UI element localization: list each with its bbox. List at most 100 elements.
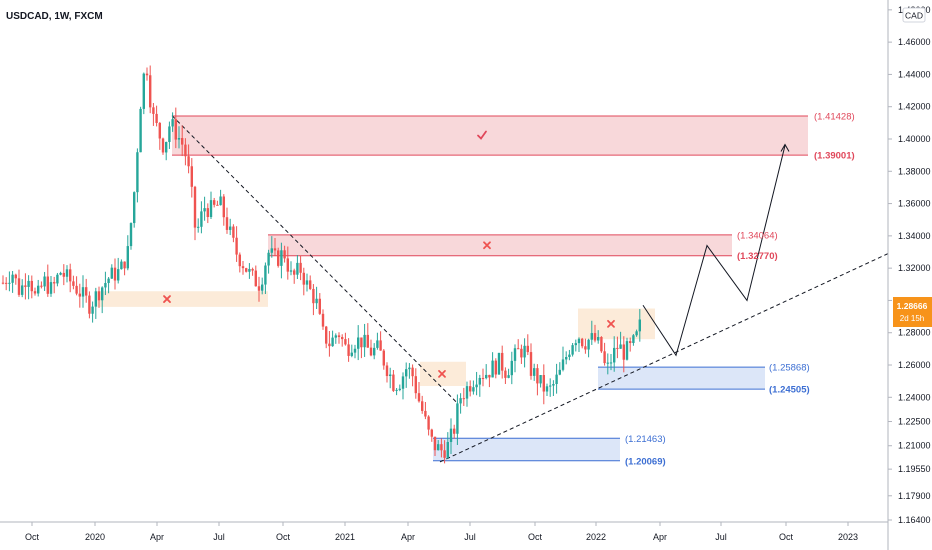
candle-body <box>241 266 245 269</box>
x-tick-label: 2022 <box>586 532 606 542</box>
candle-body <box>526 345 529 353</box>
candle-body <box>513 348 517 361</box>
candle-body <box>456 403 459 434</box>
candle-body <box>139 108 142 153</box>
candle-body <box>379 340 382 351</box>
candle-body <box>469 386 472 392</box>
candle-body <box>577 338 581 344</box>
candle-body <box>216 204 219 206</box>
candle-body <box>229 226 232 230</box>
price-axis[interactable]: 1.16400 1.17900 1.19550 1.21000 1.22500 1.240… <box>888 5 931 525</box>
candle-body <box>635 331 638 336</box>
candle-body <box>187 156 190 167</box>
candle-body <box>267 252 270 266</box>
candle-body <box>171 119 174 127</box>
candle-body <box>392 374 395 391</box>
candle-body <box>232 226 235 238</box>
candle-body <box>158 122 161 139</box>
candle-body <box>334 335 337 338</box>
cross-icon <box>483 241 491 250</box>
candle-body <box>145 73 149 76</box>
descending-trendline[interactable] <box>171 115 459 405</box>
candle-body <box>478 377 481 385</box>
candle-body <box>81 287 85 297</box>
candle-body <box>219 196 222 206</box>
candle-body <box>488 374 491 378</box>
candle-body <box>14 274 17 279</box>
projection-arrowhead <box>780 143 790 152</box>
candle-body <box>427 416 430 430</box>
candle-body <box>94 291 97 307</box>
candle-body <box>501 352 504 371</box>
candle-body <box>155 113 158 123</box>
resistance-zone[interactable] <box>268 234 732 256</box>
candle-body <box>283 250 286 259</box>
level-label: (1.20069) <box>625 456 666 467</box>
candle-body <box>280 250 283 266</box>
candle-body <box>72 281 75 286</box>
candle-body <box>325 326 328 344</box>
candle-body <box>347 344 350 356</box>
neutral-zone[interactable] <box>578 308 655 340</box>
y-tick-label: 1.32000 <box>898 263 931 273</box>
candle-body <box>600 337 603 352</box>
candle-body <box>536 368 539 384</box>
cross-icon <box>438 369 446 378</box>
candle-body <box>152 107 155 114</box>
candle-body <box>286 258 289 272</box>
candle-body <box>225 217 229 230</box>
projection-path[interactable] <box>642 145 786 357</box>
candle-body <box>360 337 363 348</box>
candle-body <box>465 386 469 399</box>
support-zone[interactable] <box>598 367 765 390</box>
x-tick-label: Oct <box>276 532 291 542</box>
candle-body <box>510 360 513 376</box>
candle-body <box>449 428 453 443</box>
candle-body <box>491 360 494 378</box>
cross-icon <box>163 295 171 303</box>
candle-body <box>376 340 379 348</box>
candle-body <box>475 384 478 388</box>
y-tick-label: 1.42000 <box>898 102 931 112</box>
candle-body <box>344 339 347 345</box>
currency-badge: CAD <box>902 7 926 23</box>
ascending-trendline[interactable] <box>439 253 889 463</box>
current-price-value: 1.28666 <box>897 301 928 311</box>
neutral-zone[interactable] <box>96 291 268 307</box>
candle-body <box>59 272 62 275</box>
candle-body <box>46 276 49 294</box>
y-tick-label: 1.44000 <box>898 69 931 79</box>
candle-body <box>616 347 619 349</box>
candle-body <box>120 261 123 270</box>
y-tick-label: 1.36000 <box>898 199 931 209</box>
candle-body <box>213 200 216 205</box>
candle-body <box>632 335 635 344</box>
x-tick-label: Oct <box>25 532 40 542</box>
candle-body <box>126 246 129 269</box>
candle-body <box>545 386 549 392</box>
candle-body <box>302 272 305 285</box>
candle-body <box>421 401 424 411</box>
candle-body <box>197 226 200 228</box>
support-zone[interactable] <box>433 438 620 461</box>
candle-body <box>424 410 427 417</box>
candle-body <box>446 442 449 458</box>
candle-body <box>21 285 24 295</box>
candle-body <box>78 293 81 297</box>
resistance-zone[interactable] <box>172 115 808 156</box>
candle-body <box>56 274 59 284</box>
candle-body <box>257 286 261 291</box>
candle-body <box>561 359 565 370</box>
candle-body <box>165 141 168 153</box>
candle-body <box>174 119 177 140</box>
candle-body <box>104 283 107 288</box>
candle-body <box>49 282 53 294</box>
candle-body <box>629 341 632 344</box>
plot-background <box>0 0 888 522</box>
candle-body <box>552 384 555 386</box>
x-tick-label: Apr <box>401 532 415 542</box>
candle-body <box>459 398 462 404</box>
time-axis[interactable]: Oct 2020 Apr Jul Oct 2021 Apr Jul Oct 2022 Apr Jul O… <box>25 522 858 542</box>
candle-body <box>75 285 78 294</box>
